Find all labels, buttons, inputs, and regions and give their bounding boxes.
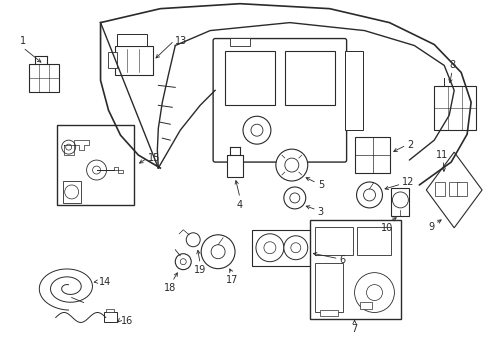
Bar <box>115 45 153 75</box>
Bar <box>57 125 134 205</box>
Circle shape <box>180 259 186 265</box>
Bar <box>103 312 117 323</box>
Bar <box>314 227 352 255</box>
Circle shape <box>363 189 375 201</box>
Bar <box>448 182 458 196</box>
Circle shape <box>250 124 263 136</box>
Circle shape <box>392 192 407 208</box>
Circle shape <box>290 243 300 253</box>
Text: 11: 11 <box>435 150 447 160</box>
Bar <box>251 230 311 266</box>
Text: 19: 19 <box>194 265 206 275</box>
Circle shape <box>289 193 299 203</box>
Circle shape <box>86 160 106 180</box>
Circle shape <box>65 144 72 150</box>
Bar <box>354 137 389 173</box>
Circle shape <box>201 235 235 269</box>
Text: 3: 3 <box>317 207 323 217</box>
Bar <box>314 263 342 312</box>
Bar <box>62 181 81 203</box>
Text: 14: 14 <box>99 276 111 287</box>
Text: 2: 2 <box>407 140 413 150</box>
Circle shape <box>264 242 275 254</box>
Circle shape <box>285 158 298 172</box>
Bar <box>356 227 390 255</box>
Text: 17: 17 <box>225 275 238 285</box>
Bar <box>433 86 475 130</box>
Circle shape <box>275 149 307 181</box>
Text: 1: 1 <box>20 36 26 46</box>
Text: 9: 9 <box>427 222 433 232</box>
Text: 5: 5 <box>317 180 324 190</box>
Bar <box>309 220 401 319</box>
Text: 4: 4 <box>237 200 243 210</box>
Circle shape <box>354 273 394 312</box>
Circle shape <box>366 285 382 301</box>
Bar <box>229 37 249 45</box>
Text: 18: 18 <box>164 283 176 293</box>
Circle shape <box>175 254 191 270</box>
Bar <box>456 182 466 196</box>
Text: 13: 13 <box>175 36 187 46</box>
Bar <box>434 182 444 196</box>
FancyBboxPatch shape <box>213 39 346 162</box>
Bar <box>107 53 117 68</box>
Circle shape <box>243 116 270 144</box>
Circle shape <box>283 187 305 209</box>
Bar <box>359 302 371 310</box>
Bar <box>319 310 337 316</box>
Circle shape <box>92 166 101 174</box>
Polygon shape <box>426 152 481 228</box>
Text: 6: 6 <box>339 255 345 265</box>
Circle shape <box>64 185 79 199</box>
Bar <box>285 50 334 105</box>
Circle shape <box>186 233 200 247</box>
Bar <box>226 155 243 177</box>
Text: 7: 7 <box>351 324 357 334</box>
Circle shape <box>211 245 224 259</box>
Circle shape <box>283 236 307 260</box>
Text: 10: 10 <box>381 223 393 233</box>
Text: 15: 15 <box>148 153 161 163</box>
Bar <box>105 309 113 312</box>
Text: 8: 8 <box>448 60 454 71</box>
Bar <box>344 50 362 130</box>
Bar <box>117 33 147 45</box>
Circle shape <box>61 140 76 154</box>
Text: 16: 16 <box>120 316 132 327</box>
Circle shape <box>356 182 382 208</box>
Bar <box>29 64 59 92</box>
Text: 12: 12 <box>402 177 414 187</box>
Circle shape <box>255 234 283 262</box>
Bar <box>390 188 408 216</box>
Bar <box>224 50 274 105</box>
